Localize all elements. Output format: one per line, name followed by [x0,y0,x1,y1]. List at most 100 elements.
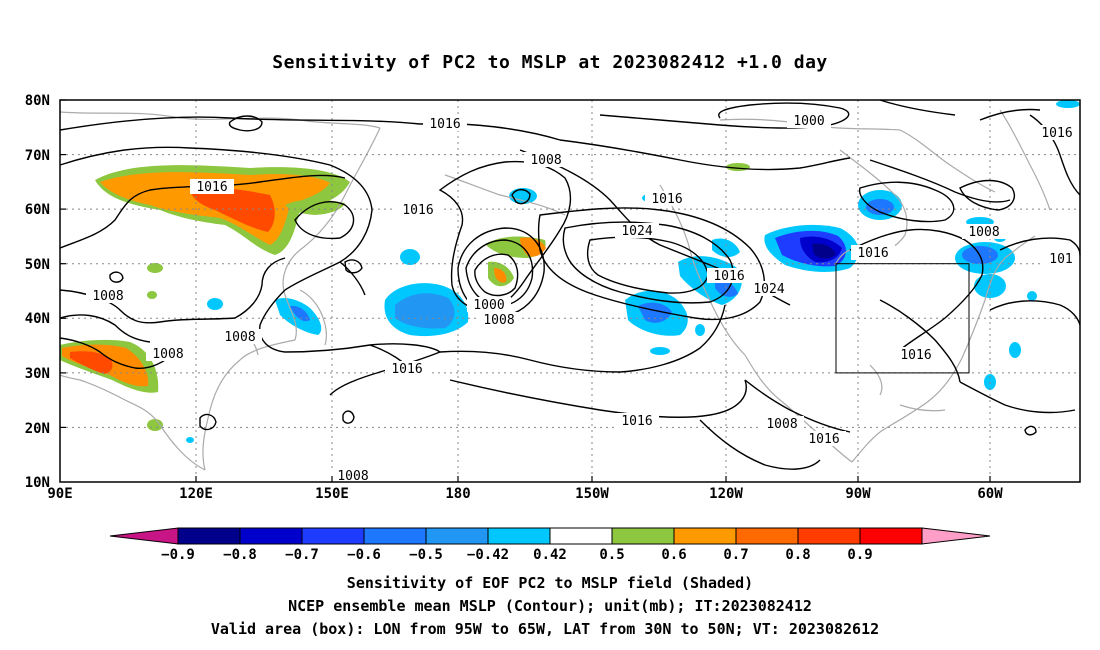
svg-text:1008: 1008 [337,469,368,484]
axis-ticks [60,99,991,482]
svg-text:1000: 1000 [793,114,824,129]
contour-label-1008-d: 1008 [218,329,262,345]
shade-misc-cyan1 [400,249,420,265]
contour-label-1016-k: 1016 [1035,125,1079,141]
svg-text:1024: 1024 [753,282,784,297]
colorbar-label: 0.9 [847,547,872,563]
colorbar: −0.9 −0.8 −0.7 −0.6 −0.5 −0.42 0.42 0.5 0.6 0.7 0.… [109,527,991,563]
contour-label-1016-b: 1016 [190,179,234,195]
colorbar-label: 0.8 [785,547,810,563]
contour-label-1016-g: 1016 [851,245,895,261]
colorbar-label: −0.8 [223,547,257,563]
shade-misc-green1 [147,263,163,273]
svg-text:1016: 1016 [391,362,422,377]
lon-label-150e: 150E [315,486,349,502]
contour-label-1016-c: 1016 [396,202,440,218]
colorbar-label: −0.9 [161,547,195,563]
shade-misc-cyan6 [186,437,194,443]
shade-siberia-red [190,187,275,232]
shade-misc-cyan3 [650,347,670,355]
lat-label-60n: 60N [25,202,50,218]
shade-misc-cyan7 [695,324,705,336]
colorbar-label: 0.7 [723,547,748,563]
colorbar-label: −0.5 [409,547,443,563]
contour-label-1016-j: 1016 [802,431,846,447]
lat-label-20n: 20N [25,421,50,437]
contour-label-1016-i: 1016 [615,413,659,429]
svg-text:1016: 1016 [402,203,433,218]
figure-title: Sensitivity of PC2 to MSLP at 2023082412… [272,52,828,73]
shade-wna-blue [715,279,738,297]
shade-misc-cyan2 [207,298,223,310]
svg-text:1016: 1016 [196,180,227,195]
contour-label-1000-a: 1000 [467,297,511,313]
lon-label-120e: 120E [179,486,213,502]
shade-china-red [70,351,113,374]
contour-label-1016-f: 1016 [707,268,751,284]
shade-epac-blue [638,302,672,323]
lat-label-70n: 70N [25,148,50,164]
contour-label-1016-d: 1016 [385,361,429,377]
shade-canada-dark [812,243,836,259]
contour-label-1008-e: 1008 [477,312,521,328]
map-frame [59,99,1081,483]
shade-aleutian-orange2 [494,268,507,283]
svg-text:1024: 1024 [621,224,652,239]
lat-label-40n: 40N [25,311,50,327]
caption-line-3: Valid area (box): LON from 95W to 65W, L… [211,620,879,638]
colorbar-label: −0.7 [285,547,319,563]
svg-text:1008: 1008 [483,313,514,328]
colorbar-swatch [239,527,303,545]
lon-axis-labels: 90E 120E 150E 180 150W 120W 90W 60W [47,486,1003,502]
shade-kamchatka-green [285,199,345,215]
colorbar-swatch [797,527,861,545]
contour-label-1024-a: 1024 [615,223,659,239]
mslp-contours [59,99,1081,470]
colorbar-label: −0.6 [347,547,381,563]
svg-text:1000: 1000 [473,298,504,313]
lon-label-120w: 120W [709,486,743,502]
shade-misc-cyan5 [1027,291,1037,301]
contour-label-101: 101 [1044,251,1078,267]
caption-line-2: NCEP ensemble mean MSLP (Contour); unit(… [288,597,812,615]
contour-label-1016-h: 1016 [894,347,938,363]
colorbar-swatch [487,527,551,545]
shade-hudson-blue [866,199,894,215]
coastlines [59,109,1051,471]
colorbar-swatch [735,527,799,545]
shade-japan-blue [290,305,310,322]
svg-text:101: 101 [1049,252,1072,267]
lon-label-90w: 90W [845,486,871,502]
colorbar-swatches [177,527,923,545]
svg-text:1016: 1016 [621,414,652,429]
lat-axis-labels: 80N 70N 60N 50N 40N 30N 20N 10N [25,93,50,491]
colorbar-swatch [611,527,675,545]
contour-label-1000-b: 1000 [787,113,831,129]
contour-label-1008-g: 1008 [760,416,804,432]
svg-text:1016: 1016 [713,269,744,284]
colorbar-swatch [673,527,737,545]
shade-wna-cyan2 [712,238,740,258]
contour-label-1016-e: 1016 [645,191,689,207]
lon-label-150w: 150W [575,486,609,502]
colorbar-swatch [859,527,923,545]
colorbar-swatch [363,527,427,545]
lat-label-10n: 10N [25,475,50,491]
contour-label-1008-b: 1008 [86,288,130,304]
colorbar-label: 0.6 [661,547,686,563]
colorbar-label: −0.42 [467,547,509,563]
contour-label-1008-c: 1008 [146,346,190,362]
lon-label-180: 180 [445,486,470,502]
shade-atl-cyan2 [1009,342,1021,358]
svg-text:1016: 1016 [900,348,931,363]
svg-text:1016: 1016 [651,192,682,207]
svg-text:1008: 1008 [766,417,797,432]
colorbar-label: 0.5 [599,547,624,563]
svg-text:1008: 1008 [530,153,561,168]
shade-npac-blue [395,293,455,329]
contour-label-1008-a: 1008 [524,152,568,168]
colorbar-end-high [921,527,991,545]
colorbar-end-low [109,527,179,545]
shade-misc-green4 [147,291,157,299]
